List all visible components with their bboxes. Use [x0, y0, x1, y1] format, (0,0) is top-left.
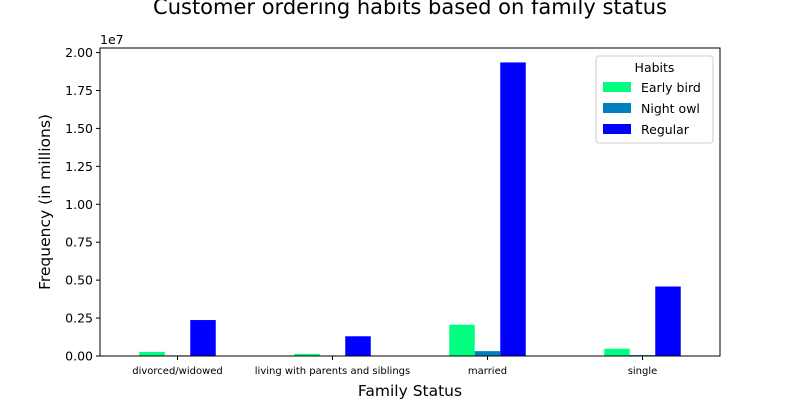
y-tick-label: 2.00	[65, 45, 93, 60]
legend-items: Early bird Night owl Regular	[603, 80, 701, 137]
y-tick-label: 1.00	[65, 197, 93, 212]
x-tick-label: single	[628, 366, 658, 377]
y-tick-label: 0.00	[65, 349, 93, 364]
y-tick-label: 0.75	[65, 235, 93, 250]
y-tick-label: 1.75	[65, 83, 93, 98]
legend-swatch-early-bird	[603, 82, 631, 92]
y-tick-label: 1.25	[65, 159, 93, 174]
legend-swatch-regular	[603, 124, 631, 134]
legend-label-night-owl: Night owl	[641, 101, 700, 116]
x-tick-label: living with parents and siblings	[255, 366, 410, 377]
bar-early-bird-single	[604, 348, 630, 356]
y-axis: 0.00 0.25 0.50 0.75 1.00 1.25 1.50 1.75 2.00	[65, 45, 100, 364]
bar-regular-married	[500, 62, 526, 357]
bar-early-bird-living-with-parents-and-siblings	[294, 353, 320, 356]
bar-regular-divorced-widowed	[190, 320, 216, 356]
legend-label-early-bird: Early bird	[641, 80, 701, 95]
bar-regular-living-with-parents-and-siblings	[345, 336, 371, 356]
y-tick-label: 1.50	[65, 121, 93, 136]
x-tick-label: divorced/widowed	[132, 366, 223, 377]
legend: Habits Early bird Night owl Regular	[595, 55, 714, 144]
legend-swatch-night-owl	[603, 103, 631, 113]
x-axis-label: Family Status	[358, 382, 462, 400]
legend-box	[595, 55, 714, 144]
legend-title: Habits	[635, 60, 675, 75]
y-axis-offset-label: 1e7	[100, 32, 124, 47]
bar-night-owl-married	[474, 351, 501, 356]
bars-layer	[139, 62, 681, 357]
y-axis-label: Frequency (in millions)	[36, 114, 54, 290]
plot-area-frame	[99, 47, 721, 357]
bar-early-bird-divorced-widowed	[139, 351, 165, 356]
bar-regular-single	[655, 286, 681, 356]
bar-early-bird-married	[449, 324, 475, 356]
legend-label-regular: Regular	[641, 122, 690, 137]
x-tick-label: married	[468, 366, 507, 377]
chart-title: Customer ordering habits based on family…	[153, 0, 667, 19]
x-axis: divorced/widowed living with parents and …	[132, 356, 657, 377]
y-tick-label: 0.25	[65, 311, 93, 326]
y-tick-label: 0.50	[65, 273, 93, 288]
